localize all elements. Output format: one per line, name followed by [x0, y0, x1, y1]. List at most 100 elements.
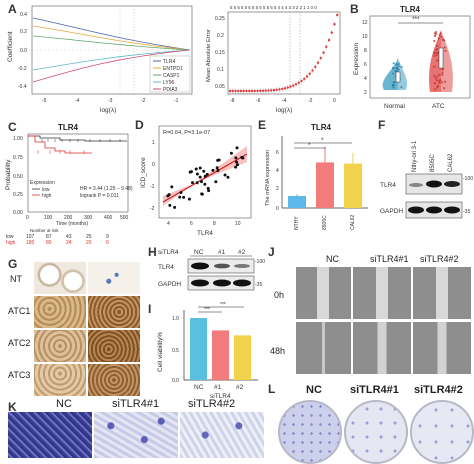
c-xlabel: Time (months) [56, 221, 88, 227]
b-atc-point [433, 88, 437, 91]
a-cv-point [239, 89, 243, 93]
i-xlabel-nc: NC [194, 384, 204, 391]
l-col-sitlr4-1: siTLR4#1 [350, 384, 399, 396]
a-left-xtick-1: -5 [42, 98, 47, 104]
f-col-cal62: CAL62 [448, 153, 454, 172]
c-censor-marks [37, 139, 121, 154]
a-cv-point [303, 77, 306, 81]
b-atc-point [436, 75, 439, 78]
b-atc-point [433, 74, 436, 77]
c-xtick-5: 400 [104, 215, 113, 221]
a-legend-pdia3: PDIA3 [163, 87, 178, 93]
h-marker-100: -100 [255, 259, 265, 265]
a-right-ytick-3: 0.15 [215, 50, 225, 56]
c-ytick-1: 1.00 [13, 136, 23, 142]
b-atc-point [436, 84, 440, 88]
d-ytick-4: -2 [150, 206, 155, 212]
d-ytick-1: 1 [152, 140, 155, 146]
c-risk-high-1: 185 [26, 240, 35, 246]
d-point [216, 169, 220, 173]
d-point [226, 175, 230, 179]
a-left-ytick-5: -0.4 [18, 84, 27, 90]
b-ytick-3: 8 [364, 48, 367, 54]
panel-label-b: B [350, 2, 359, 16]
c-risk-low-5: 9 [106, 234, 109, 240]
panel-label-k: K [8, 400, 17, 414]
panel-label-f: F [378, 118, 386, 132]
b-atc-point [435, 79, 438, 82]
a-right-xtick-3: -4 [282, 98, 287, 104]
b-ytick-1: 12 [362, 20, 368, 26]
b-atc-point [442, 38, 445, 42]
a-cv-point [297, 81, 300, 84]
a-cv-point [248, 89, 251, 93]
a-right-ylabel: Mean Absolute Error [206, 29, 212, 82]
e-bar-8505c [316, 162, 334, 208]
e-sig-1: * [308, 142, 311, 149]
g-row-nt: NT [10, 274, 22, 284]
a-left-legend: TLR4 ENTPD1 CASP1 LY96 PDIA3 [149, 55, 191, 93]
e-ylabel: The mRNA expression [265, 150, 271, 206]
b-normal-point [393, 83, 396, 87]
panel-g-ihc: NT ATC1 ATC2 ATC3 [8, 262, 148, 397]
a-left-xtick-4: -2 [141, 98, 146, 104]
b-atc-point [441, 67, 444, 71]
d-xtick-2: 6 [190, 221, 193, 227]
a-legend-ly96: LY96 [163, 80, 175, 86]
g-ihc-atc1-low [34, 296, 86, 328]
a-left-xlabel: log(λ) [100, 107, 116, 114]
b-ytick-6: 2 [364, 90, 367, 96]
b-atc-point [443, 46, 446, 49]
d-point [194, 167, 198, 171]
b-atc-point [441, 73, 444, 76]
b-sig: *** [412, 16, 420, 23]
c-risk-high-2: 80 [46, 240, 52, 246]
panel-l-colony: NC siTLR4#1 siTLR4#2 [270, 384, 474, 464]
c-ylabel: Probability [5, 159, 12, 190]
c-xtick-1: 0 [26, 215, 29, 221]
k-col-sitlr4-2: siTLR4#2 [188, 398, 236, 410]
a-left-ytick-1: 0.4 [20, 12, 27, 18]
a-left-xtick-5: -1 [174, 98, 179, 104]
i-sig-1: *** [204, 307, 210, 313]
a-legend-entpd1: ENTPD1 [163, 66, 183, 72]
a-right-xtick-1: -8 [230, 98, 235, 104]
a-left-ytick-4: -0.2 [18, 66, 27, 72]
g-row-atc3: ATC3 [8, 370, 31, 380]
b-atc-point [433, 34, 437, 38]
g-ihc-nt-low [34, 262, 86, 294]
a-cv-point [305, 75, 309, 78]
panel-e-bar-mrna: TLR4 * * The mRNA expression 6 4 2 0 NTH… [265, 123, 368, 230]
panel-h-western: siTLR4 NC #1 #2 TLR4 GAPDH -100 -35 [158, 249, 265, 291]
j-si1-48h [353, 322, 411, 374]
l-dish-si2 [410, 400, 474, 464]
a-cv-point [316, 61, 320, 64]
a-legend-tlr4: TLR4 [163, 59, 175, 65]
d-point [223, 173, 227, 177]
l-col-nc: NC [306, 384, 322, 396]
a-cv-point [283, 87, 287, 90]
a-cv-point [292, 84, 295, 87]
panel-label-l: L [268, 382, 276, 396]
g-ihc-nt-high [88, 262, 140, 294]
g-ihc-atc2-high [88, 330, 140, 362]
j-row-48h: 48h [270, 346, 286, 356]
a-cv-point [275, 88, 278, 92]
d-point [178, 195, 182, 199]
b-atc-point [444, 49, 447, 52]
b-atc-point [437, 37, 440, 40]
d-point [179, 191, 183, 195]
d-point [199, 180, 203, 184]
c-risk-low-2: 87 [46, 234, 52, 240]
c-risk-title: Number at risk [30, 228, 59, 233]
b-title: TLR4 [400, 5, 421, 14]
panel-a-cv-error: 5 5 5 5 5 5 5 5 5 5 5 5 5 4 4 4 3 3 2 2 … [206, 5, 341, 114]
a-right-ytick-4: 0.1 [217, 67, 224, 73]
e-bar-nthy [288, 196, 306, 208]
d-ytick-2: 0 [152, 162, 155, 168]
j-col-nc: NC [326, 254, 339, 264]
d-point [189, 170, 193, 174]
d-point [182, 195, 186, 199]
d-point [168, 203, 172, 207]
d-point [195, 172, 199, 176]
